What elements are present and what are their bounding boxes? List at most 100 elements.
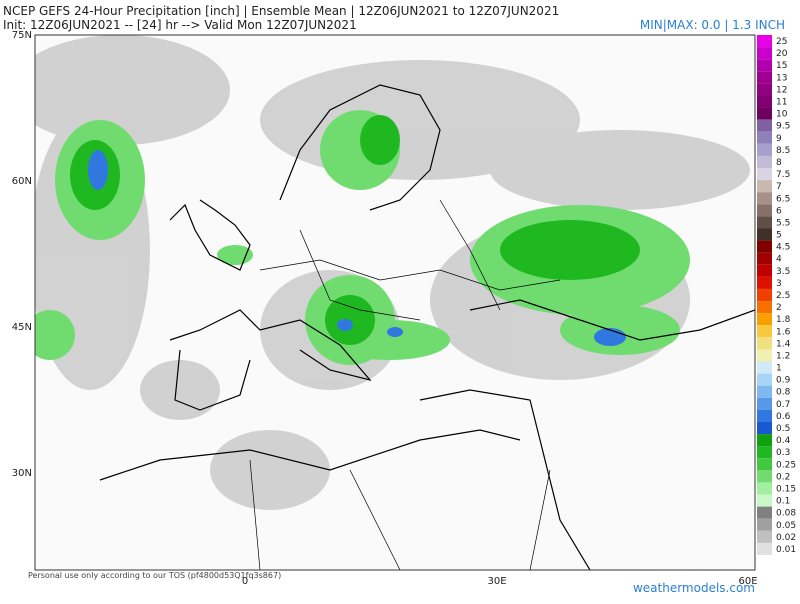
colorbar-label: 2 [776, 303, 782, 313]
colorbar-swatch [757, 337, 772, 350]
colorbar-swatch [757, 47, 772, 60]
colorbar-label: 20 [776, 49, 788, 59]
map [34, 34, 756, 571]
colorbar-swatch [757, 446, 772, 459]
lat-label: 60N [12, 176, 32, 187]
colorbar-label: 3 [776, 279, 782, 289]
coastlines [99, 84, 755, 570]
colorbar-label: 2.5 [776, 291, 790, 301]
precip-blue [88, 150, 626, 346]
colorbar-label: 6.5 [776, 194, 790, 204]
map-frame [34, 34, 756, 571]
colorbar-swatch [757, 83, 772, 96]
colorbar-swatch [757, 131, 772, 144]
colorbar-label: 8 [776, 158, 782, 168]
colorbar-swatch [757, 288, 772, 302]
colorbar-swatch [757, 119, 772, 132]
colorbar-label: 0.5 [776, 424, 790, 434]
min-max: MIN|MAX: 0.0 | 1.3 INCH [640, 18, 785, 32]
colorbar-swatch [757, 71, 772, 84]
subtitle: Init: 12Z06JUN2021 -- [24] hr --> Valid … [3, 18, 357, 32]
colorbar-label: 0.8 [776, 388, 791, 398]
colorbar-label: 1.4 [776, 339, 791, 349]
borders [249, 199, 561, 570]
colorbar-swatch [757, 228, 772, 241]
colorbar-swatch [757, 204, 772, 217]
lat-label: 75N [12, 30, 32, 41]
title: NCEP GEFS 24-Hour Precipitation [inch] |… [3, 4, 559, 18]
colorbar-swatch [757, 95, 772, 108]
colorbar-swatch [757, 216, 772, 229]
lon-labels: 0 30E 60E [242, 576, 758, 587]
colorbar-label: 0.15 [776, 484, 796, 494]
colorbar-label: 0.08 [776, 509, 796, 519]
colorbar-label: 4 [776, 255, 782, 265]
colorbar-swatch [757, 373, 772, 386]
colorbar-swatch [757, 252, 772, 265]
colorbar-swatch [757, 155, 772, 169]
colorbar-label: 6 [776, 206, 782, 216]
colorbar-label: 12 [776, 85, 787, 95]
colorbar-label: 0.05 [776, 521, 796, 531]
tos-note: Personal use only according to our TOS (… [28, 571, 281, 580]
colorbar-label: 7.5 [776, 170, 790, 180]
colorbar-swatch [757, 458, 772, 471]
colorbar-swatch [757, 349, 772, 362]
colorbar-swatch [757, 276, 772, 289]
colorbar-swatch [757, 397, 772, 410]
colorbar-label: 7 [776, 182, 782, 192]
colorbar-label: 0.25 [776, 460, 796, 470]
colorbar-label: 1 [776, 364, 782, 374]
colorbar-label: 0.4 [776, 436, 791, 446]
colorbar-swatch [757, 301, 772, 314]
colorbar-label: 0.9 [776, 376, 791, 386]
colorbar-swatch [757, 264, 772, 277]
colorbar-swatch [757, 421, 772, 435]
colorbar-label: 1.2 [776, 351, 790, 361]
colorbar-label: 25 [776, 37, 787, 47]
colorbar-label: 5 [776, 231, 782, 241]
colorbar-swatch [757, 59, 772, 72]
colorbar-swatch [757, 434, 772, 447]
colorbar-label: 13 [776, 73, 787, 83]
colorbar-swatch [757, 409, 772, 422]
colorbar-label: 11 [776, 98, 787, 108]
site-watermark: weathermodels.com [633, 581, 755, 595]
colorbar-label: 3.5 [776, 267, 790, 277]
colorbar-label: 8.5 [776, 146, 790, 156]
colorbar-label: 5.5 [776, 218, 790, 228]
colorbar-swatch [757, 168, 772, 181]
colorbar-label: 9.5 [776, 122, 790, 132]
colorbar-label: 0.7 [776, 400, 790, 410]
colorbar-swatch [757, 143, 772, 156]
colorbar-swatch [757, 385, 772, 398]
precip-dark-green [70, 115, 640, 345]
colorbar-label: 9 [776, 134, 782, 144]
colorbar-swatch [757, 506, 772, 519]
colorbar: 252015131211109.598.587.576.565.554.543.… [757, 35, 796, 555]
colorbar-label: 0.01 [776, 545, 796, 555]
colorbar-swatch [757, 35, 772, 48]
colorbar-swatch [757, 470, 772, 483]
colorbar-swatch [757, 482, 772, 495]
colorbar-label: 0.1 [776, 497, 790, 507]
colorbar-label: 1.6 [776, 327, 791, 337]
colorbar-swatch [757, 518, 772, 531]
lat-label: 45N [12, 322, 32, 333]
colorbar-swatch [757, 240, 772, 253]
colorbar-swatch [757, 180, 772, 193]
colorbar-label: 4.5 [776, 243, 790, 253]
lon-label: 0 [242, 576, 248, 587]
colorbar-label: 0.6 [776, 412, 791, 422]
lat-labels: 75N 60N 45N 30N [12, 30, 32, 479]
colorbar-swatch [757, 494, 772, 507]
colorbar-label: 10 [776, 110, 788, 120]
colorbar-label: 15 [776, 61, 787, 71]
lon-label: 30E [487, 576, 506, 587]
colorbar-swatch [757, 530, 772, 543]
colorbar-label: 0.2 [776, 472, 790, 482]
colorbar-label: 0.3 [776, 448, 790, 458]
colorbar-label: 1.8 [776, 315, 791, 325]
colorbar-swatch [757, 107, 772, 120]
colorbar-swatch [757, 325, 772, 338]
